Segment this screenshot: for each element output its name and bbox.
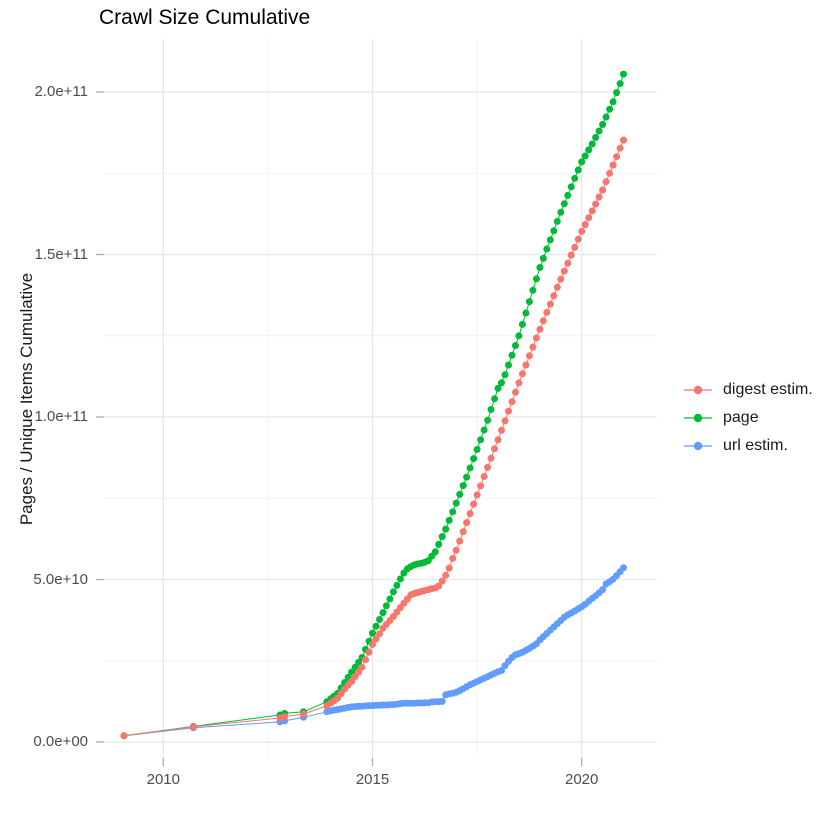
legend-item-url-estim: url estim. [683,437,813,455]
x-tick-label: 2010 [146,771,180,788]
y-tick-label: 0.0e+00 [33,733,88,750]
legend-label-url-estim: url estim. [723,437,788,454]
x-tick-label: 2015 [355,771,390,788]
series-points-digest-estim [120,136,627,740]
series-points-url-estim [120,564,627,740]
legend-label-digest-estim: digest estim. [723,381,813,398]
chart-title: Crawl Size Cumulative [99,6,311,29]
x-tick-label: 2020 [565,771,599,788]
y-tick-label: 2.0e+11 [34,83,88,100]
legend-key-url-estim [684,441,712,451]
legend-key-digest-estim [684,385,712,395]
legend-key-page [684,413,712,423]
y-tick-label: 5.0e+10 [33,570,88,588]
y-tick-label: 1.0e+11 [34,408,88,425]
legend-item-page: page [683,409,813,427]
legend: digest estim. page url estim. [683,381,813,455]
y-tick-label: 1.5e+11 [34,245,88,263]
legend-item-digest-estim: digest estim. [683,381,813,399]
series-line-url-estim [123,567,624,737]
legend-label-page: page [723,409,759,426]
